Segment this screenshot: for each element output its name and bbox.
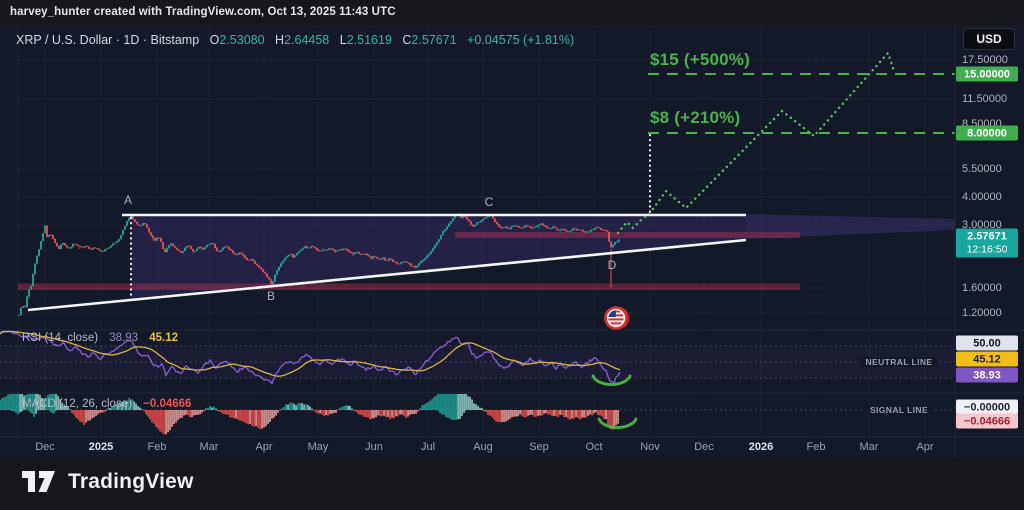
- target-label-15[interactable]: $15 (+500%): [650, 50, 751, 69]
- price-tick-4.00000: 4.00000: [962, 191, 1002, 203]
- rsi-legend: RSI (14, close) 38.93 45.12: [22, 332, 178, 344]
- time-axis-label-sep: Sep: [529, 441, 549, 453]
- low-label: L: [339, 33, 347, 47]
- time-axis-label-dec: Dec: [694, 441, 714, 453]
- pattern-point-c: C: [484, 195, 494, 209]
- time-axis-label-aug: Aug: [473, 441, 493, 453]
- price-tick-11.50000: 11.50000: [962, 93, 1008, 105]
- pattern-point-b: B: [266, 289, 276, 303]
- macd-title[interactable]: MACD (12, 26, close): [22, 398, 132, 410]
- target-label-8[interactable]: $8 (+210%): [650, 108, 741, 127]
- macd-badge-−0.00000: −0.00000: [956, 399, 1018, 415]
- rsi-title[interactable]: RSI (14, close): [22, 332, 99, 344]
- time-axis-label-may: May: [307, 441, 329, 453]
- macd-legend: MACD (12, 26, close) −0.04666: [22, 398, 191, 410]
- target-price-badge-15.00000: 15.00000: [956, 66, 1018, 82]
- price-tick-17.50000: 17.50000: [962, 54, 1008, 66]
- tradingview-logo-icon: [22, 471, 55, 492]
- time-axis-label-nov: Nov: [640, 441, 660, 453]
- current-price-badge: 2.57671 12:16:50: [956, 228, 1018, 258]
- time-axis-label-2025: 2025: [88, 441, 114, 453]
- open-label: O: [209, 33, 220, 47]
- close-label: C: [402, 33, 412, 47]
- signal-line-tag: SIGNAL LINE: [864, 405, 934, 415]
- neutral-line-tag: NEUTRAL LINE: [860, 357, 938, 367]
- time-axis-label-mar: Mar: [199, 441, 219, 453]
- time-axis-label-2026: 2026: [748, 441, 774, 453]
- close-value: 2.57671: [411, 33, 457, 47]
- rsi-badge-38.93: 38.93: [956, 367, 1018, 383]
- open-value: 2.53080: [219, 33, 265, 47]
- chart-background: [0, 25, 1024, 457]
- rsi-ma-value: 45.12: [149, 332, 179, 344]
- rsi-value: 38.93: [109, 332, 139, 344]
- rsi-badge-45.12: 45.12: [956, 351, 1018, 367]
- time-axis-label-jul: Jul: [420, 441, 436, 453]
- price-tick-3.00000: 3.00000: [962, 219, 1002, 231]
- price-tick-1.20000: 1.20000: [962, 307, 1002, 319]
- time-axis-label-feb: Feb: [147, 441, 167, 453]
- pattern-point-d: D: [607, 258, 617, 272]
- time-axis-label-feb: Feb: [806, 441, 826, 453]
- high-label: H: [275, 33, 285, 47]
- macd-value: −0.04666: [143, 398, 192, 410]
- symbol-legend: XRP / U.S. Dollar · 1D · Bitstamp O2.530…: [16, 33, 574, 47]
- currency-toggle-button[interactable]: USD: [963, 28, 1015, 50]
- time-axis-label-apr: Apr: [255, 441, 273, 453]
- price-tick-5.50000: 5.50000: [962, 163, 1002, 175]
- time-axis-label-dec: Dec: [35, 441, 55, 453]
- change-value: +0.04575 (+1.81%): [467, 33, 575, 47]
- symbol-title[interactable]: XRP / U.S. Dollar · 1D · Bitstamp: [16, 33, 200, 47]
- high-value: 2.64458: [284, 33, 330, 47]
- macd-badge-−0.04666: −0.04666: [956, 413, 1018, 429]
- price-tick-1.60000: 1.60000: [962, 282, 1002, 294]
- rsi-badge-50.00: 50.00: [956, 335, 1018, 351]
- target-price-badge-8.00000: 8.00000: [956, 125, 1018, 141]
- time-axis-label-oct: Oct: [585, 441, 603, 453]
- tradingview-footer[interactable]: TradingView: [22, 468, 194, 496]
- time-axis-label-jun: Jun: [365, 441, 383, 453]
- low-value: 2.51619: [346, 33, 392, 47]
- tradingview-logo-text: TradingView: [68, 470, 194, 493]
- watermark-text: harvey_hunter created with TradingView.c…: [10, 6, 396, 18]
- time-axis-label-mar: Mar: [859, 441, 879, 453]
- pattern-point-a: A: [123, 193, 133, 207]
- time-axis-label-apr: Apr: [916, 441, 934, 453]
